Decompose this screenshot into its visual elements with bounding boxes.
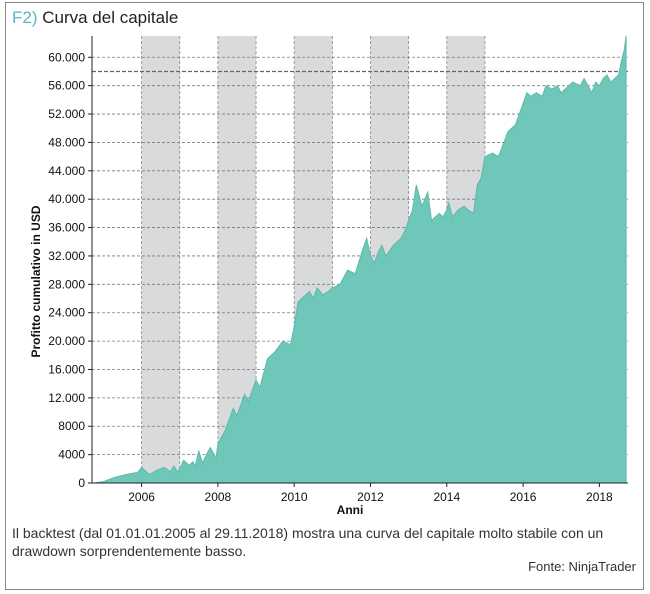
figure-title-text: Curva del capitale <box>42 8 179 27</box>
x-tick-label: 2014 <box>433 490 460 504</box>
y-tick-label: 4000 <box>58 448 85 462</box>
y-tick-label: 8000 <box>58 419 85 433</box>
y-tick-label: 0 <box>78 476 85 490</box>
x-axis-title: Anni <box>337 503 364 517</box>
y-tick-label: 40.000 <box>48 192 85 206</box>
figure-caption: Il backtest (dal 01.01.01.2005 al 29.11.… <box>12 525 604 559</box>
equity-curve-area <box>93 35 627 484</box>
x-tick-label: 2016 <box>510 490 537 504</box>
x-tick-label: 2010 <box>281 490 308 504</box>
y-tick-label: 20.000 <box>48 334 85 348</box>
y-tick-label: 28.000 <box>48 277 85 291</box>
y-tick-label: 32.000 <box>48 249 85 263</box>
y-tick-label: 60.000 <box>48 50 85 64</box>
x-tick-label: 2018 <box>586 490 613 504</box>
y-tick-label: 16.000 <box>48 362 85 376</box>
y-tick-label: 48.000 <box>48 135 85 149</box>
x-tick-label: 2008 <box>205 490 232 504</box>
y-axis-title: Profitto cumulativo in USD <box>29 205 43 357</box>
figure-number: F2) <box>12 8 38 27</box>
y-tick-label: 56.000 <box>48 79 85 93</box>
figure-title: F2) Curva del capitale <box>12 8 178 28</box>
y-tick-label: 24.000 <box>48 306 85 320</box>
y-tick-label: 44.000 <box>48 164 85 178</box>
x-tick-label: 2012 <box>357 490 384 504</box>
y-tick-label: 12.000 <box>48 391 85 405</box>
y-tick-label: 52.000 <box>48 107 85 121</box>
y-tick-label: 36.000 <box>48 221 85 235</box>
shaded-band-0 <box>141 36 180 483</box>
x-tick-label: 2006 <box>128 490 155 504</box>
figure-source: Fonte: NinjaTrader <box>528 559 636 574</box>
